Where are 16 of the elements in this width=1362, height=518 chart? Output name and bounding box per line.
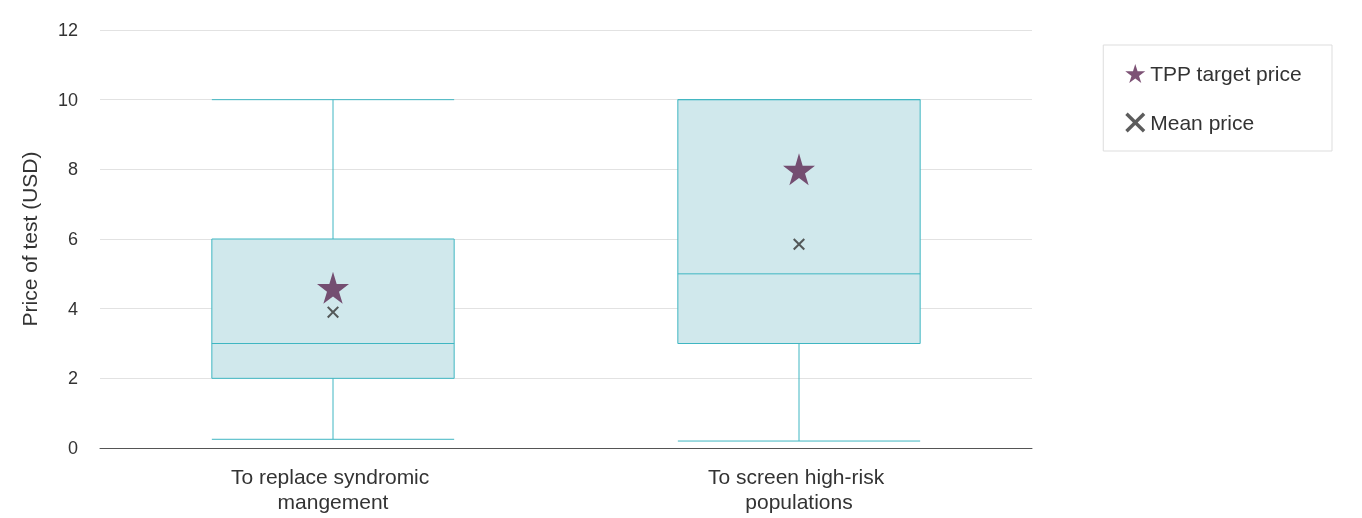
- y-tick-label: 0: [67, 438, 78, 458]
- y-tick-label: 10: [57, 89, 78, 110]
- y-tick-label: 4: [67, 298, 78, 319]
- legend-label: TPP target price: [1150, 62, 1302, 85]
- point: [317, 271, 349, 304]
- y-tick-label: 2: [67, 368, 78, 389]
- y-tick-label: 12: [57, 20, 78, 40]
- point: [783, 153, 815, 186]
- y-tick-label: 6: [67, 229, 78, 249]
- legend-label: Mean price: [1150, 111, 1255, 134]
- y-axis-title: Price of test (USD): [18, 151, 41, 327]
- y-tick-label: 8: [67, 159, 78, 180]
- x-tick-label: To screen high-risk populations: [707, 465, 891, 513]
- point: [327, 306, 339, 319]
- point: [793, 238, 805, 251]
- x-tick-label: To replace syndromic mangement: [230, 465, 436, 513]
